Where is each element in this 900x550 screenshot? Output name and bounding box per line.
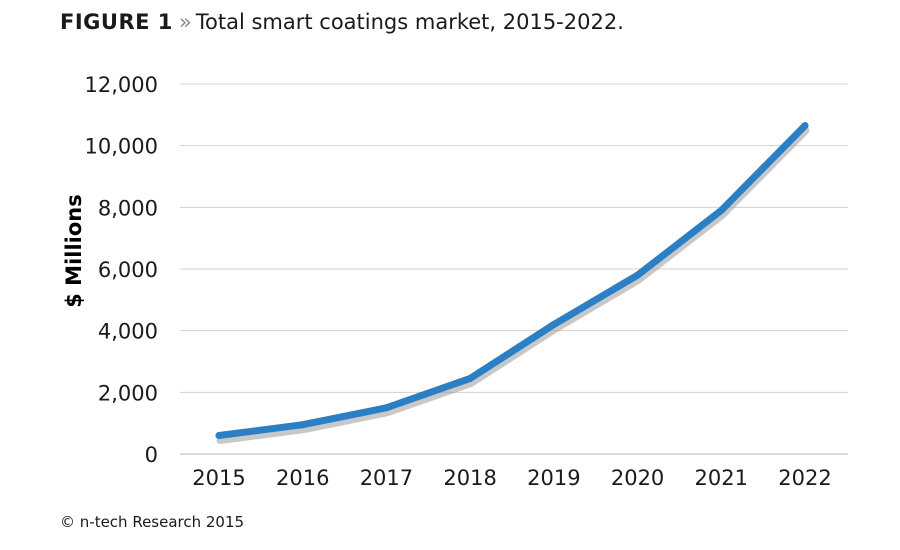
x-tick-label: 2020 [611, 466, 664, 490]
y-axis-ticks: 0 2,000 4,000 6,000 8,000 10,000 12,000 [85, 73, 158, 467]
y-tick-label: 8,000 [98, 196, 158, 220]
data-point-2015 [215, 432, 223, 439]
x-tick-label: 2015 [192, 466, 245, 490]
y-tick-label: 12,000 [85, 73, 158, 97]
y-axis-label: $ Millions [62, 194, 86, 308]
gridlines [180, 83, 848, 455]
copyright-credit: © n-tech Research 2015 [60, 513, 245, 531]
data-point-2022 [801, 122, 809, 130]
x-tick-label: 2016 [276, 466, 329, 490]
data-point-2019 [550, 321, 558, 328]
x-tick-label: 2019 [527, 466, 580, 490]
y-tick-label: 6,000 [98, 258, 158, 282]
figure-label: FIGURE 1 [60, 10, 173, 34]
data-point-2020 [634, 271, 642, 279]
figure-title: FIGURE 1» Total smart coatings market, 20… [60, 10, 624, 34]
data-point-2018 [466, 374, 474, 382]
series-group [215, 122, 810, 444]
figure-title-text: Total smart coatings market, 2015-2022. [195, 10, 624, 34]
data-point-2017 [382, 404, 390, 412]
figure-separator: » [178, 10, 192, 34]
x-axis-ticks: 2015 2016 2017 2018 2019 2020 2021 2022 [192, 466, 831, 490]
y-tick-label: 0 [145, 443, 158, 467]
y-tick-label: 10,000 [85, 135, 158, 159]
x-tick-label: 2017 [360, 466, 413, 490]
series-line-shadow [216, 127, 810, 444]
y-tick-label: 2,000 [98, 381, 158, 405]
series-line [215, 122, 809, 439]
x-tick-label: 2022 [778, 466, 831, 490]
data-point-2016 [299, 421, 307, 429]
x-tick-label: 2018 [443, 466, 496, 490]
data-point-2021 [717, 206, 725, 214]
y-tick-label: 4,000 [98, 320, 158, 344]
x-tick-label: 2021 [695, 466, 748, 490]
